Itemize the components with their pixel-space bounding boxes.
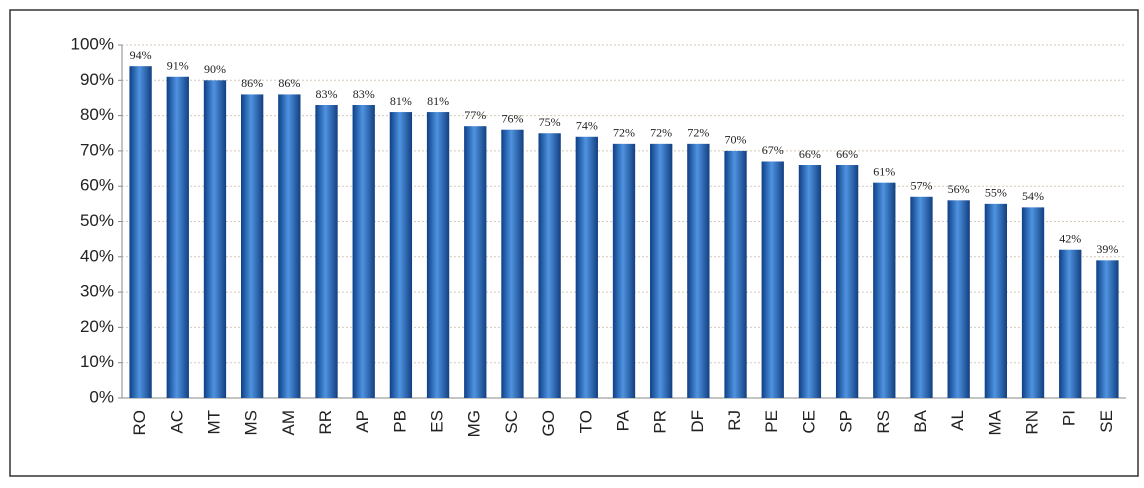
x-tick-label: SP — [837, 410, 856, 433]
bar — [278, 94, 301, 399]
value-label: 86% — [278, 76, 300, 90]
x-tick-label: DF — [688, 410, 707, 433]
value-label: 86% — [241, 76, 263, 90]
x-tick-label: SC — [502, 410, 521, 434]
x-tick-label: PE — [762, 410, 781, 433]
bar — [650, 143, 673, 398]
bar — [1059, 249, 1082, 398]
value-label: 57% — [910, 179, 932, 193]
value-label: 76% — [501, 111, 523, 125]
value-label: 54% — [1022, 189, 1044, 203]
bar — [947, 200, 970, 398]
bar — [687, 143, 710, 398]
value-label: 83% — [316, 87, 338, 101]
x-tick-label: GO — [539, 410, 558, 436]
value-label: 72% — [687, 126, 709, 140]
bar — [984, 203, 1008, 398]
x-tick-label: MT — [204, 410, 223, 435]
x-tick-label: RS — [874, 410, 893, 434]
y-tick-label: 60% — [80, 176, 114, 195]
y-tick-label: 50% — [80, 211, 114, 230]
bar — [873, 182, 896, 398]
value-label: 83% — [353, 87, 375, 101]
x-tick-label: SE — [1097, 410, 1116, 433]
x-tick-label: PA — [613, 409, 632, 431]
bar — [575, 136, 598, 398]
x-tick-label: RR — [316, 410, 335, 435]
x-tick-label: TO — [576, 410, 595, 433]
x-tick-label: MA — [985, 409, 1004, 435]
x-tick-label: BA — [911, 409, 930, 432]
value-label: 72% — [613, 126, 635, 140]
bar — [798, 165, 822, 398]
value-label: 75% — [539, 115, 561, 129]
x-tick-label: MG — [465, 410, 484, 437]
bar — [129, 66, 152, 399]
value-label: 61% — [873, 164, 895, 178]
value-label: 39% — [1096, 242, 1118, 256]
bar — [761, 161, 784, 398]
bar — [315, 105, 338, 398]
x-tick-label: RJ — [725, 410, 744, 431]
bar — [910, 196, 933, 398]
value-label: 72% — [650, 126, 672, 140]
value-label: 94% — [130, 48, 152, 62]
x-tick-label: AP — [353, 410, 372, 433]
y-tick-label: 100% — [71, 34, 114, 53]
value-label: 81% — [427, 94, 449, 108]
x-tick-label: AL — [948, 410, 967, 431]
value-label: 70% — [725, 133, 747, 147]
bar — [724, 150, 747, 398]
bar — [240, 94, 264, 399]
y-tick-label: 30% — [80, 282, 114, 301]
x-tick-label: RN — [1023, 410, 1042, 435]
x-tick-label: MS — [242, 410, 261, 436]
value-label: 74% — [576, 119, 598, 133]
value-label: 77% — [464, 108, 486, 122]
y-tick-label: 90% — [80, 70, 114, 89]
x-tick-label: PR — [651, 410, 670, 434]
value-label: 56% — [948, 182, 970, 196]
bar — [426, 112, 450, 398]
bar — [1096, 260, 1119, 398]
bar — [612, 143, 636, 398]
value-label: 66% — [836, 147, 858, 161]
bar — [1021, 207, 1045, 398]
x-tick-label: PI — [1060, 410, 1079, 426]
bar — [835, 165, 859, 398]
x-tick-label: RO — [130, 410, 149, 436]
bar — [501, 129, 524, 398]
value-label: 67% — [762, 143, 784, 157]
y-tick-label: 40% — [80, 246, 114, 265]
bar — [538, 133, 561, 398]
x-tick-label: AM — [279, 410, 298, 436]
value-label: 90% — [204, 62, 226, 76]
y-tick-label: 70% — [80, 140, 114, 159]
x-tick-label: AC — [167, 410, 186, 434]
bar — [166, 76, 189, 399]
x-tick-label: PB — [390, 410, 409, 433]
bar — [352, 105, 375, 398]
bar — [203, 80, 227, 399]
value-label: 66% — [799, 147, 821, 161]
bar — [464, 126, 487, 398]
value-label: 42% — [1059, 231, 1081, 245]
x-tick-label: CE — [799, 410, 818, 434]
y-tick-label: 20% — [80, 317, 114, 336]
value-label: 91% — [167, 59, 189, 73]
y-tick-label: 10% — [80, 352, 114, 371]
value-label: 55% — [985, 186, 1007, 200]
y-tick-label: 80% — [80, 105, 114, 124]
y-tick-label: 0% — [89, 387, 114, 406]
bar — [389, 112, 413, 398]
x-tick-label: ES — [428, 410, 447, 433]
value-label: 81% — [390, 94, 412, 108]
